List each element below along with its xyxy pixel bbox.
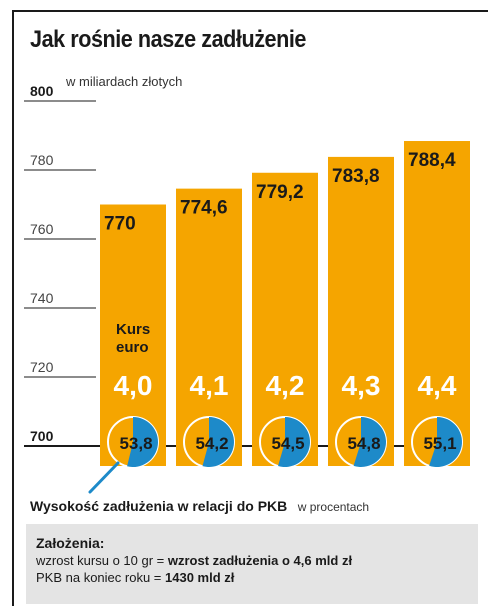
y-tick-label: 720	[30, 359, 54, 375]
assumption-line-2: PKB na koniec roku = 1430 mld zł	[36, 569, 466, 586]
page-title: Jak rośnie nasze zadłużenie	[30, 26, 306, 53]
euro-rate-label: 4,2	[266, 370, 305, 401]
value-labels: 770 774,6 779,2 783,8 788,4	[104, 150, 456, 234]
debt-gdp-pie	[107, 416, 159, 468]
assumption-line-2-prefix: PKB na koniec roku =	[36, 570, 165, 585]
y-tick-label: 760	[30, 221, 54, 237]
pkb-caption-main: Wysokość zadłużenia w relacji do PKB	[30, 498, 288, 514]
y-axis-labels: 700 720 740 760 780 800	[30, 83, 54, 444]
callout-line	[88, 461, 120, 494]
y-tick-label: 740	[30, 290, 54, 306]
bar-value-label: 779,2	[256, 182, 304, 203]
debt-gdp-label: 54,8	[347, 434, 380, 453]
bar-value-label: 770	[104, 214, 136, 235]
bar	[404, 141, 470, 466]
bar-value-label: 774,6	[180, 198, 228, 219]
pie-slice	[429, 417, 462, 467]
y-tick-label: 780	[30, 152, 54, 168]
category-label-line2: euro	[116, 339, 149, 356]
assumption-line-1: wzrost kursu o 10 gr = wzrost zadłużenia…	[36, 552, 466, 569]
y-axis-unit-label: w miliardach złotych	[65, 74, 182, 89]
bar-value-label: 783,8	[332, 166, 380, 187]
debt-gdp-labels: 53,8 54,2 54,5 54,8 55,1	[119, 434, 456, 453]
pie-slice	[278, 417, 311, 468]
pkb-caption: Wysokość zadłużenia w relacji do PKB w p…	[30, 498, 369, 516]
euro-rate-label: 4,0	[114, 370, 153, 401]
debt-gdp-pie	[183, 416, 235, 468]
debt-gdp-pie	[259, 416, 311, 468]
euro-rate-label: 4,1	[190, 370, 229, 401]
frame-top-rule	[12, 10, 488, 12]
assumption-line-1-prefix: wzrost kursu o 10 gr =	[36, 553, 168, 568]
bar	[328, 156, 394, 466]
pie-slice	[353, 417, 387, 467]
assumptions-heading: Założenia:	[36, 535, 105, 551]
assumption-line-1-bold: wzrost zadłużenia o 4,6 mld zł	[167, 553, 353, 568]
y-tick-label: 700	[30, 428, 54, 444]
assumption-line-2-bold: 1430 mld zł	[165, 570, 235, 585]
debt-gdp-pie	[411, 416, 463, 468]
debt-gdp-pies	[107, 416, 463, 468]
euro-rates: 4,0 4,1 4,2 4,3 4,4	[114, 370, 457, 401]
frame-left-rule	[12, 10, 14, 606]
y-tick-label: 800	[30, 83, 54, 99]
category-label-line1: Kurs	[116, 321, 150, 338]
pie-slice	[127, 417, 158, 467]
pie-slice	[202, 417, 234, 467]
euro-rate-label: 4,4	[418, 370, 457, 401]
debt-gdp-label: 55,1	[423, 434, 456, 453]
bar-value-label: 788,4	[408, 150, 456, 171]
debt-gdp-label: 54,5	[271, 434, 304, 453]
gridlines	[24, 100, 470, 447]
debt-gdp-pie	[335, 416, 387, 468]
debt-gdp-label: 53,8	[119, 434, 152, 453]
pkb-caption-unit: w procentach	[297, 500, 370, 514]
assumptions-box: Założenia: wzrost kursu o 10 gr = wzrost…	[26, 524, 478, 604]
euro-rate-label: 4,3	[342, 370, 381, 401]
debt-gdp-label: 54,2	[195, 434, 228, 453]
